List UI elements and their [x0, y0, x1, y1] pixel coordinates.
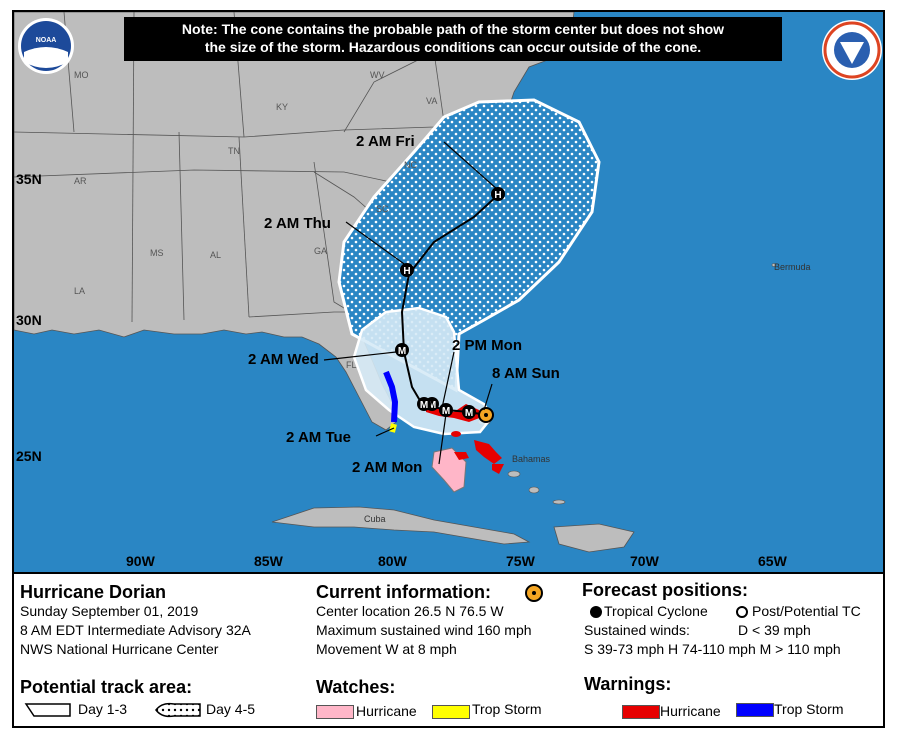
storm-date: Sunday September 01, 2019: [20, 603, 199, 619]
post-tc-icon: [736, 606, 748, 618]
issuing-center: NWS National Hurricane Center: [20, 641, 219, 657]
current-movement: Movement W at 8 mph: [316, 641, 457, 657]
svg-text:M: M: [398, 346, 406, 357]
marker-m-1: [462, 405, 476, 419]
svg-text:M: M: [420, 400, 428, 411]
note-line-2: the size of the storm. Hazardous conditi…: [205, 39, 701, 55]
label-cuba: Cuba: [364, 514, 386, 524]
svg-text:75W: 75W: [506, 553, 536, 569]
current-position-icon: [478, 407, 494, 423]
note-box: [124, 17, 782, 61]
graticule-labels: 35N 30N 25N 90W 85W 80W 75W 70W 65W: [16, 171, 788, 569]
hurricane-watch-area: [431, 447, 467, 493]
hurricane-warning-swatch: [622, 705, 660, 719]
watches-heading: Watches:: [316, 677, 396, 697]
hurricane-watch-label: Hurricane: [356, 703, 417, 719]
warnings-heading: Warnings:: [584, 674, 672, 694]
svg-text:FL: FL: [346, 360, 357, 370]
svg-text:70W: 70W: [630, 553, 660, 569]
svg-text:SC: SC: [376, 204, 389, 214]
svg-text:VA: VA: [426, 96, 437, 106]
trop-storm-watch-label: Trop Storm: [472, 701, 542, 717]
forecast-heading: Forecast positions:: [582, 580, 749, 600]
svg-text:90W: 90W: [126, 553, 156, 569]
storm-name: Hurricane Dorian: [20, 582, 167, 602]
track-markers: M M M M M H H: [395, 187, 505, 419]
svg-text:NOAA: NOAA: [36, 37, 57, 44]
label-bermuda: Bermuda: [774, 262, 811, 272]
svg-text:WV: WV: [370, 70, 385, 80]
svg-text:65W: 65W: [758, 553, 788, 569]
svg-text:H: H: [494, 190, 501, 201]
current-wind: Maximum sustained wind 160 mph: [316, 622, 532, 638]
track-area-heading: Potential track area:: [20, 677, 193, 697]
svg-text:2 AM Fri: 2 AM Fri: [356, 133, 415, 150]
trop-storm-warning-coast: [383, 370, 399, 423]
storm-advisory: 8 AM EDT Intermediate Advisory 32A: [20, 622, 251, 638]
hurricane-watch-swatch: [316, 705, 354, 719]
svg-text:TN: TN: [228, 146, 240, 156]
trop-storm-warning-swatch: [736, 703, 774, 717]
wind-scale: S 39-73 mph H 74-110 mph M > 110 mph: [584, 641, 841, 657]
svg-text:M: M: [442, 406, 450, 417]
svg-text:MO: MO: [74, 70, 89, 80]
depression-label: D < 39 mph: [738, 622, 811, 638]
current-location: Center location 26.5 N 76.5 W: [316, 603, 504, 619]
svg-text:AR: AR: [74, 176, 87, 186]
svg-text:2 AM Mon: 2 AM Mon: [352, 459, 422, 476]
nws-logo: [822, 20, 882, 80]
graphic-frame: M M M M M H H MO WV KY: [12, 10, 885, 728]
svg-text:35N: 35N: [16, 171, 42, 187]
svg-text:2 AM Wed: 2 AM Wed: [248, 351, 319, 368]
note-line-1: Note: The cone contains the probable pat…: [182, 21, 724, 37]
trop-storm-warning-label: Trop Storm: [774, 701, 844, 717]
day-1-3-icon: [24, 703, 71, 717]
marker-h-2: [491, 187, 505, 201]
svg-text:GA: GA: [314, 246, 327, 256]
svg-text:8 AM Sun: 8 AM Sun: [492, 365, 560, 382]
svg-text:25N: 25N: [16, 448, 42, 464]
tropical-cyclone-label: Tropical Cyclone: [604, 603, 708, 619]
hurricane-warning-label: Hurricane: [660, 703, 721, 719]
svg-text:2 AM Tue: 2 AM Tue: [286, 429, 351, 446]
svg-text:80W: 80W: [378, 553, 408, 569]
svg-text:M: M: [465, 408, 473, 419]
forecast-map: M M M M M H H MO WV KY: [14, 12, 883, 572]
cone-day-1-3: [352, 306, 494, 436]
cuba: [271, 506, 531, 545]
legend-panel: Hurricane Dorian Sunday September 01, 20…: [14, 572, 883, 726]
svg-text:30N: 30N: [16, 312, 42, 328]
post-tc-label: Post/Potential TC: [752, 603, 861, 619]
svg-text:M: M: [428, 400, 436, 411]
hispaniola: [553, 523, 635, 553]
track-time-labels: 2 AM Fri 2 AM Thu 2 AM Wed 2 AM Tue 2 AM…: [248, 133, 560, 476]
svg-text:2 PM Mon: 2 PM Mon: [452, 337, 522, 354]
svg-text:LA: LA: [74, 286, 85, 296]
svg-text:AL: AL: [210, 250, 221, 260]
trop-storm-watch-swatch: [432, 705, 470, 719]
day-1-3-label: Day 1-3: [78, 701, 128, 717]
label-leaders: [323, 141, 499, 465]
svg-text:2 AM Thu: 2 AM Thu: [264, 215, 331, 232]
current-info-heading: Current information:: [316, 582, 491, 602]
noaa-logo: NOAA: [18, 18, 74, 74]
marker-m-5: [395, 343, 409, 357]
svg-text:MS: MS: [150, 248, 164, 258]
label-bahamas: Bahamas: [512, 454, 551, 464]
svg-text:85W: 85W: [254, 553, 284, 569]
current-position-legend-icon: [525, 584, 543, 602]
marker-m-4: [417, 397, 431, 411]
svg-text:H: H: [403, 266, 410, 277]
day-4-5-icon: [155, 702, 201, 718]
day-4-5-label: Day 4-5: [206, 701, 256, 717]
marker-h-1: [400, 263, 414, 277]
svg-text:KY: KY: [276, 102, 288, 112]
state-labels: MO WV KY VA TN NC AR SC MS AL GA LA FL: [74, 70, 437, 370]
sustained-label: Sustained winds:: [584, 622, 690, 638]
tropical-cyclone-icon: [590, 606, 602, 618]
svg-text:NC: NC: [404, 160, 417, 170]
